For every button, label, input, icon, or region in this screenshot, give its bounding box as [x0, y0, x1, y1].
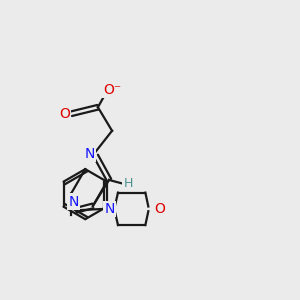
Text: O: O	[155, 202, 166, 216]
Text: N: N	[84, 147, 94, 161]
Text: N: N	[105, 202, 115, 216]
Text: H: H	[124, 177, 133, 190]
Text: O: O	[59, 107, 70, 121]
Text: N: N	[68, 195, 79, 208]
Text: O⁻: O⁻	[103, 82, 122, 97]
